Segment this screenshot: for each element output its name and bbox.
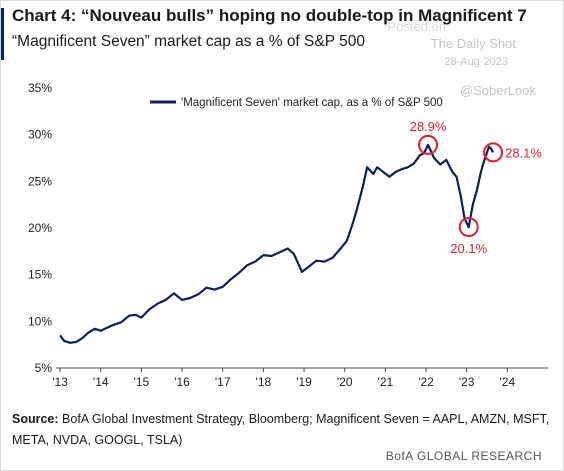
- x-tick-label: '21: [378, 375, 394, 389]
- line-chart: 5% 10% 15% 20% 25% 30% 35% '13 '14 '15 '16 '17 '18 '1…: [28, 81, 548, 389]
- y-tick-label: 10%: [28, 314, 52, 328]
- x-tick-label: '20: [337, 375, 353, 389]
- annotation-circle: [483, 142, 504, 163]
- x-tick-label: '16: [174, 375, 190, 389]
- watermark-brand: The Daily Shot: [430, 36, 516, 51]
- source-label: Source:: [12, 412, 59, 426]
- annotation-label: 20.1%: [450, 241, 487, 256]
- x-tick-label: '14: [93, 375, 109, 389]
- chart-title: Chart 4: “Nouveau bulls” hoping no doubl…: [12, 6, 527, 25]
- x-tick-label: '17: [215, 375, 231, 389]
- x-tick-label: '15: [134, 375, 150, 389]
- y-tick-label: 5%: [35, 361, 53, 375]
- y-tick-label: 30%: [28, 128, 52, 142]
- watermark-prefix: Posted on: [387, 19, 446, 34]
- watermark-handle: @SoberLook: [459, 83, 536, 98]
- source-note: Source: BofA Global Investment Strategy,…: [12, 409, 552, 451]
- x-tick-label: '13: [52, 375, 68, 389]
- watermark-date: 28-Aug-2023: [444, 56, 508, 68]
- y-tick-label: 15%: [28, 268, 52, 282]
- title-accent-bar: [0, 8, 4, 60]
- y-tick-label: 20%: [28, 221, 52, 235]
- y-tick-label: 35%: [28, 81, 52, 95]
- x-tick-label: '19: [296, 375, 312, 389]
- annotation-label: 28.9%: [410, 119, 447, 134]
- chart-subtitle: “Magnificent Seven” market cap as a % of…: [12, 33, 365, 50]
- source-text: BofA Global Investment Strategy, Bloombe…: [12, 412, 550, 447]
- series-line-magnificent-seven: [59, 143, 495, 344]
- legend-label: 'Magnificent Seven' market cap, as a % o…: [181, 97, 443, 109]
- y-tick-label: 25%: [28, 174, 52, 188]
- footer-brand: BofA GLOBAL RESEARCH: [385, 449, 542, 463]
- x-tick-label: '22: [418, 375, 434, 389]
- annotation-label: 28.1%: [505, 145, 542, 160]
- x-tick-label: '24: [500, 375, 516, 389]
- x-tick-label: '23: [459, 375, 475, 389]
- annotation-circle: [458, 217, 479, 238]
- x-tick-label: '18: [256, 375, 272, 389]
- annotation-circle: [418, 134, 439, 155]
